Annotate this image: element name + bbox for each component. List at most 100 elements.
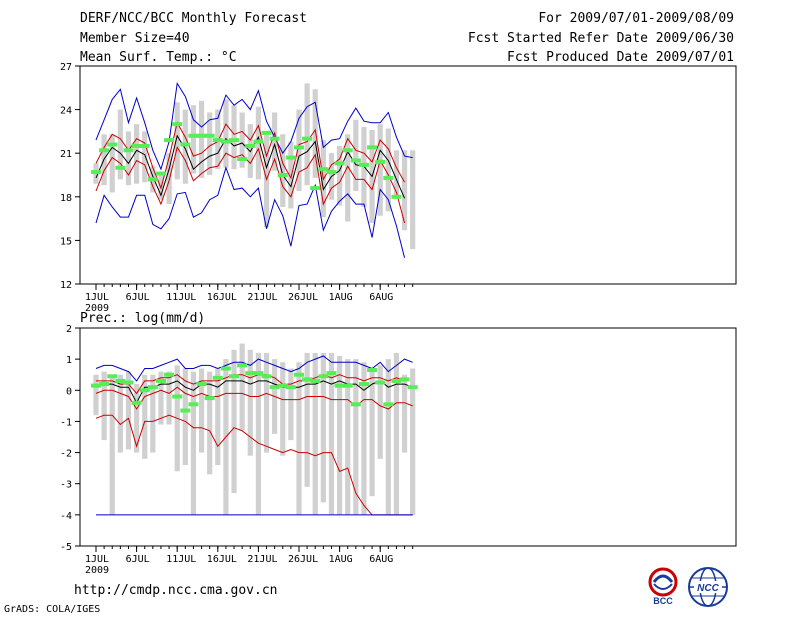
precip-panel-label: Prec.: log(mm/d) xyxy=(80,311,206,326)
precip-observed-mark xyxy=(334,383,345,388)
precip-observed-mark xyxy=(294,372,304,377)
temp-observed-mark xyxy=(326,170,337,175)
precip-observed-mark xyxy=(375,380,386,385)
temp-observed-mark xyxy=(277,173,288,177)
precip-observed-mark xyxy=(115,378,126,383)
precip-xtick-label: 6AUG xyxy=(369,554,393,565)
precip-series-line xyxy=(96,374,405,395)
precip-observed-mark xyxy=(326,371,337,376)
precip-observed-mark xyxy=(107,374,118,379)
precip-ytick-label: 0 xyxy=(66,386,72,397)
precip-spread-bar xyxy=(125,371,132,450)
temp-spread-bar xyxy=(304,83,310,186)
precip-spread-bar xyxy=(109,374,115,515)
precip-xtick-sublabel: 2009 xyxy=(85,565,109,576)
temp-series-line xyxy=(95,146,406,224)
temp-observed-mark xyxy=(188,133,199,138)
temp-observed-mark xyxy=(367,145,378,150)
precip-observed-mark xyxy=(229,374,240,379)
precip-observed-mark xyxy=(391,378,402,383)
precip-xtick-label: 21JUL xyxy=(247,554,277,565)
precip-observed-mark xyxy=(131,400,142,405)
temp-xtick-label: 26JUL xyxy=(288,292,318,303)
temp-observed-mark xyxy=(358,162,369,167)
precip-observed-mark xyxy=(164,372,175,377)
temp-observed-mark xyxy=(253,139,264,144)
temp-spread-bar xyxy=(166,153,172,205)
temp-ytick-label: 18 xyxy=(60,193,72,204)
temp-spread-bar xyxy=(223,99,229,168)
precip-observed-mark xyxy=(285,385,296,390)
precip-xtick-label: 1JUL xyxy=(85,554,109,565)
precip-spread-bar xyxy=(247,349,253,456)
bcc-logo: BCC xyxy=(642,566,684,606)
temp-observed-mark xyxy=(269,136,280,141)
precip-observed-mark xyxy=(302,377,313,382)
precip-series-line xyxy=(95,355,413,382)
temp-spread-bar xyxy=(288,141,294,209)
precip-spread-bar xyxy=(328,352,335,515)
temp-ytick-label: 12 xyxy=(60,280,72,291)
precip-observed-mark xyxy=(318,374,329,379)
precip-xtick-label: 16JUL xyxy=(207,554,237,565)
temp-observed-mark xyxy=(147,177,158,182)
precip-observed-mark xyxy=(383,402,394,407)
temp-observed-mark xyxy=(245,143,256,148)
precip-observed-mark xyxy=(399,377,410,382)
temp-xtick-label: 11JUL xyxy=(166,292,196,303)
ncc-logo: NCC xyxy=(684,566,732,608)
precip-spread-bar xyxy=(150,374,156,453)
precip-observed-mark xyxy=(91,383,101,388)
precip-spread-bar xyxy=(182,368,188,466)
temp-observed-mark xyxy=(342,148,353,153)
precip-spread-bar xyxy=(280,362,286,456)
temp-ytick-label: 27 xyxy=(60,62,72,73)
precip-observed-mark xyxy=(342,383,353,388)
temp-xtick-label: 21JUL xyxy=(247,292,277,303)
ncc-logo-text: NCC xyxy=(697,583,719,594)
precip-observed-mark xyxy=(310,378,321,383)
precip-observed-mark xyxy=(277,383,288,388)
precip-observed-mark xyxy=(237,363,248,368)
temp-spread-bar xyxy=(401,150,408,231)
temp-spread-bar xyxy=(198,100,205,178)
precip-ytick-label: -5 xyxy=(60,542,72,553)
temp-spread-bar xyxy=(296,109,302,191)
precip-spread-bar xyxy=(320,352,326,503)
temp-observed-mark xyxy=(229,138,240,143)
temp-observed-mark xyxy=(261,130,272,135)
precip-spread-bar xyxy=(312,352,318,515)
bcc-logo-ring-icon xyxy=(648,567,678,597)
temp-observed-mark xyxy=(139,143,150,148)
precip-observed-mark xyxy=(407,385,418,390)
precip-spread-bar xyxy=(296,362,302,515)
temp-spread-bar xyxy=(109,134,115,193)
temp-spread-bar xyxy=(182,109,188,184)
temp-spread-bar xyxy=(280,134,286,207)
temp-plot-frame xyxy=(79,65,737,285)
temp-spread-bar xyxy=(174,102,180,180)
precip-ytick-label: -1 xyxy=(60,417,72,428)
precip-ytick-label: 2 xyxy=(66,324,72,335)
precip-spread-bar xyxy=(393,352,400,515)
temp-observed-mark xyxy=(99,148,110,153)
temp-observed-mark xyxy=(180,142,191,147)
precip-ytick-label: -2 xyxy=(60,449,72,460)
temp-spread-bar xyxy=(272,112,278,171)
precip-spread-bar xyxy=(239,343,245,431)
precip-spread-bar xyxy=(304,352,310,487)
temp-observed-mark xyxy=(294,145,304,150)
temp-observed-mark xyxy=(115,165,126,170)
temp-spread-bar xyxy=(190,105,197,174)
precip-spread-bar xyxy=(198,368,205,453)
temp-spread-bar xyxy=(142,131,148,183)
precip-spread-bar xyxy=(117,374,123,453)
temp-observed-mark xyxy=(237,157,248,162)
temp-spread-bar xyxy=(353,119,359,191)
precip-observed-mark xyxy=(99,382,110,387)
variable-label: Mean Surf. Temp.: °C xyxy=(80,50,237,65)
precip-spread-bar xyxy=(166,371,172,425)
precip-spread-bar xyxy=(337,356,343,515)
footer-url[interactable]: http://cmdp.ncc.cma.gov.cn xyxy=(74,583,278,598)
precip-ytick-label: -3 xyxy=(60,480,72,491)
